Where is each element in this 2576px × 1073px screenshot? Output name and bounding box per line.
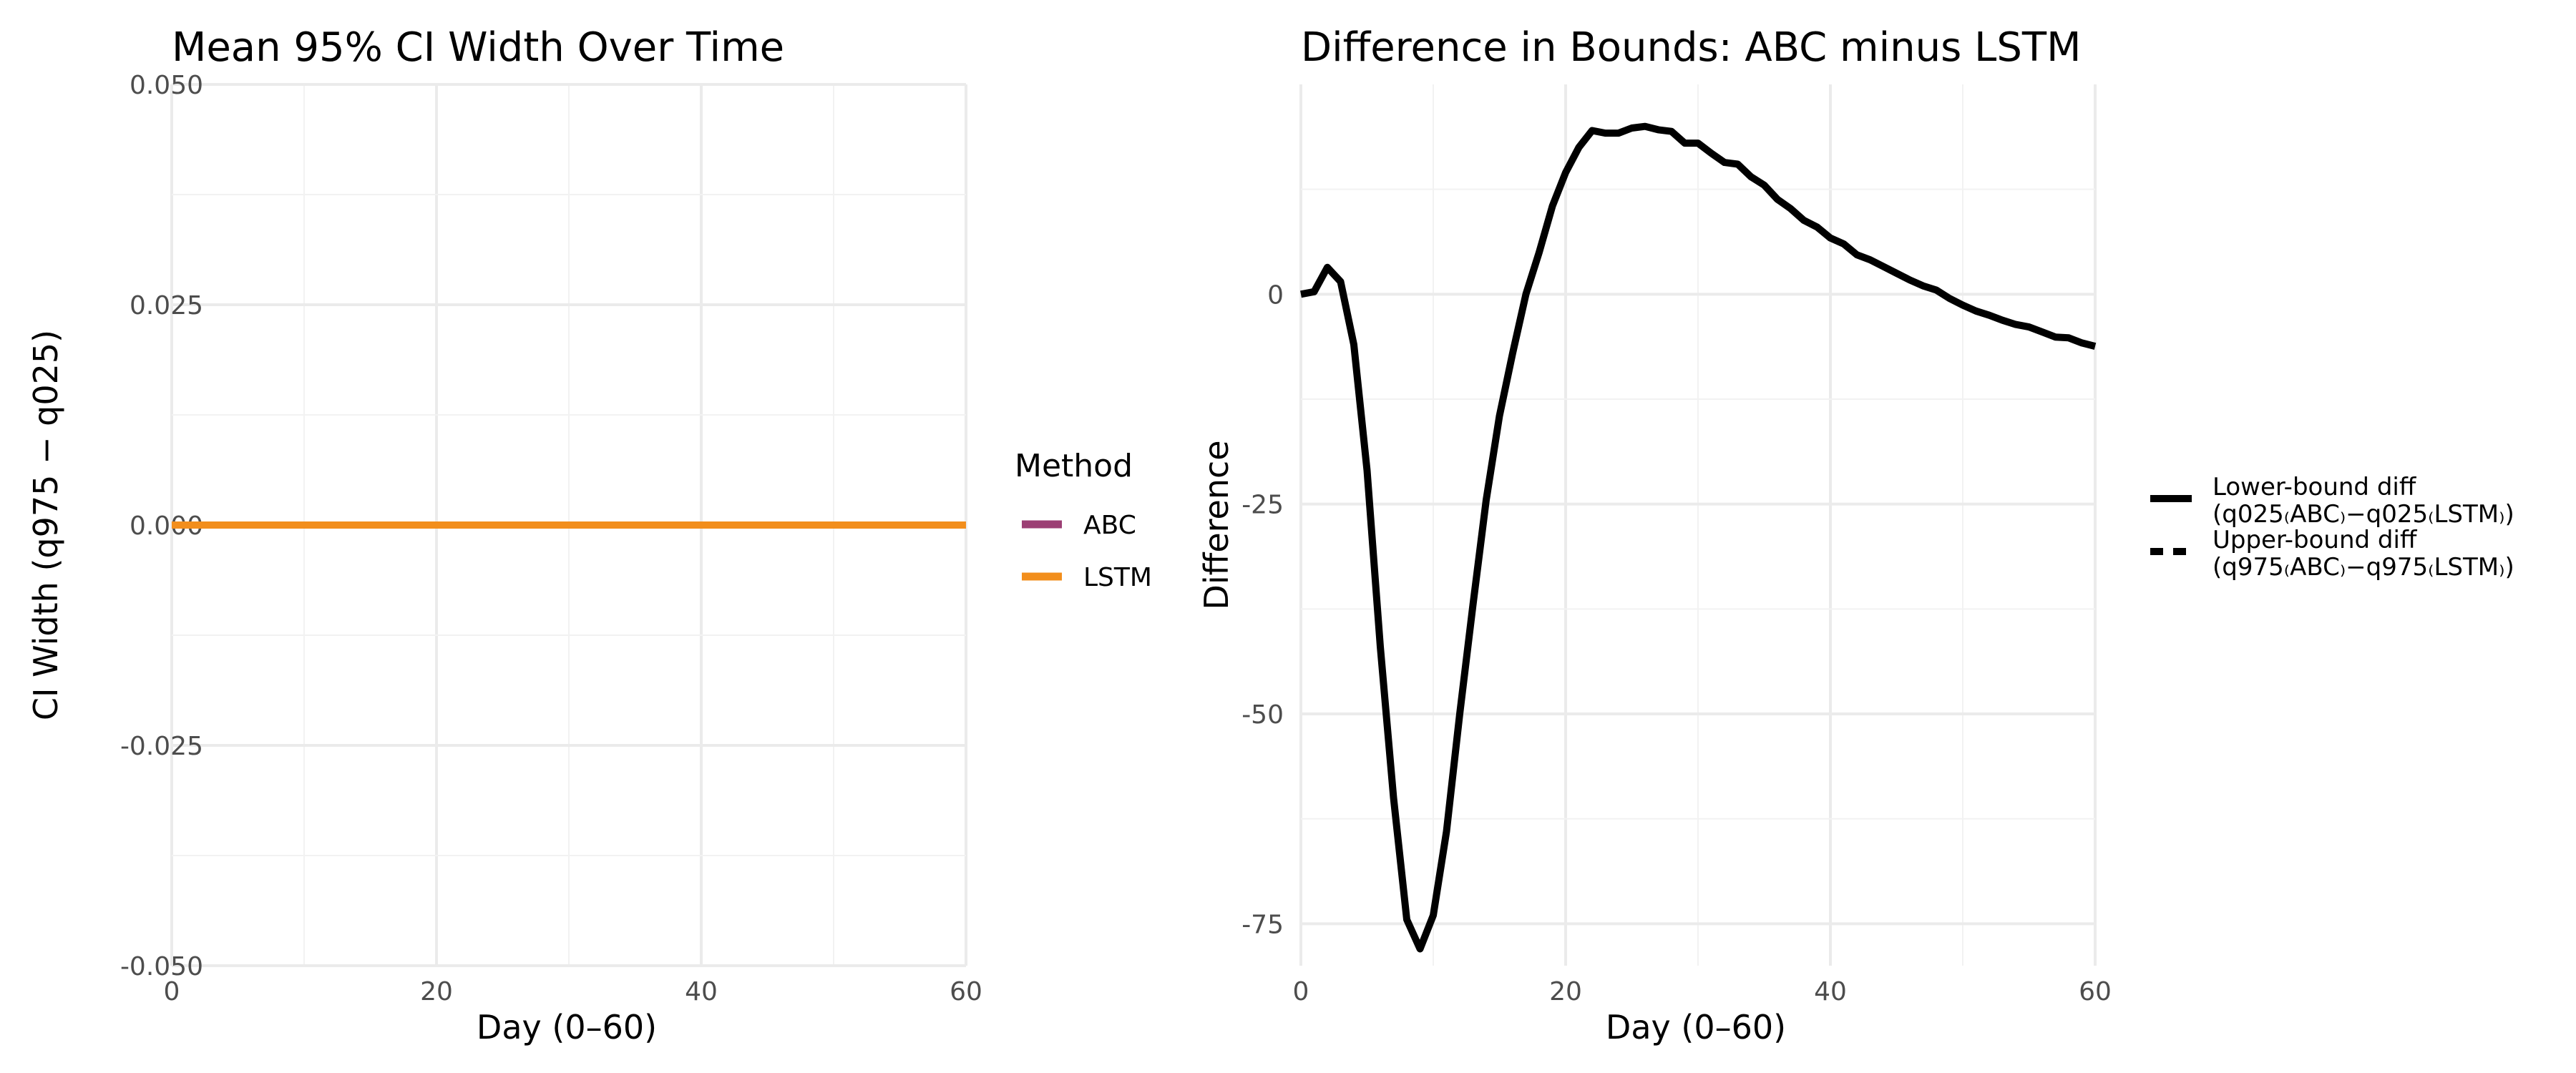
x-tick-label: 20 <box>420 977 453 1006</box>
panel2-y-tick-labels: 0 -25 -50 -75 <box>1241 280 1284 939</box>
x-tick-label: 0 <box>1293 977 1309 1006</box>
x-tick-label: 40 <box>685 977 718 1006</box>
y-tick-label: 0.025 <box>130 291 203 320</box>
legend-label-lower-bound-line1: Lower-bound diff <box>2212 473 2417 501</box>
panel2-gridlines <box>1299 84 2097 966</box>
legend-label-lstm: LSTM <box>1083 563 1152 592</box>
panel1-legend: Method ABC LSTM <box>1015 448 1152 592</box>
panel-ci-width: Mean 95% CI Width Over Time 0.0500.0250.… <box>26 24 1152 1047</box>
panel2-legend: Lower-bound diff (q025₍ABC₎−q025₍LSTM₎) … <box>2150 473 2514 582</box>
panel1-x-axis-title: Day (0–60) <box>477 1008 657 1047</box>
x-tick-label: 60 <box>950 977 982 1006</box>
legend-label-lower-bound-line2: (q025₍ABC₎−q025₍LSTM₎) <box>2212 500 2514 529</box>
panel2-series <box>1300 122 2097 953</box>
panel1-x-tick-labels: 0 20 40 60 <box>164 977 982 1006</box>
legend-label-abc: ABC <box>1083 511 1136 540</box>
panel-bounds-difference: Difference in Bounds: ABC minus LSTM 0 -2… <box>1197 24 2514 1047</box>
panel2-x-axis-title: Day (0–60) <box>1606 1008 1786 1047</box>
x-tick-label: 60 <box>2079 977 2112 1006</box>
panel1-y-axis-title: CI Width (q975 − q025) <box>26 330 65 720</box>
panel2-x-tick-labels: 0 20 40 60 <box>1293 977 2112 1006</box>
legend-label-upper-bound-line2: (q975₍ABC₎−q975₍LSTM₎) <box>2212 553 2514 582</box>
y-tick-label: -50 <box>1241 700 1284 730</box>
panel2-title: Difference in Bounds: ABC minus LSTM <box>1301 24 2081 71</box>
panel1-title: Mean 95% CI Width Over Time <box>172 24 784 71</box>
y-tick-label: -75 <box>1241 910 1284 939</box>
y-tick-label: -0.025 <box>120 732 203 761</box>
y-tick-label: 0 <box>1267 280 1284 310</box>
y-tick-label: -0.050 <box>120 952 203 981</box>
panel2-y-axis-title: Difference <box>1197 440 1236 609</box>
legend-title-method: Method <box>1015 448 1133 484</box>
y-tick-label: -25 <box>1241 491 1284 520</box>
x-tick-label: 20 <box>1549 977 1582 1006</box>
y-tick-label: 0.050 <box>130 71 203 100</box>
series-line-lower-bound-diff <box>1300 122 2097 953</box>
legend-label-upper-bound-line1: Upper-bound diff <box>2212 526 2418 554</box>
x-tick-label: 0 <box>164 977 180 1006</box>
x-tick-label: 40 <box>1814 977 1847 1006</box>
